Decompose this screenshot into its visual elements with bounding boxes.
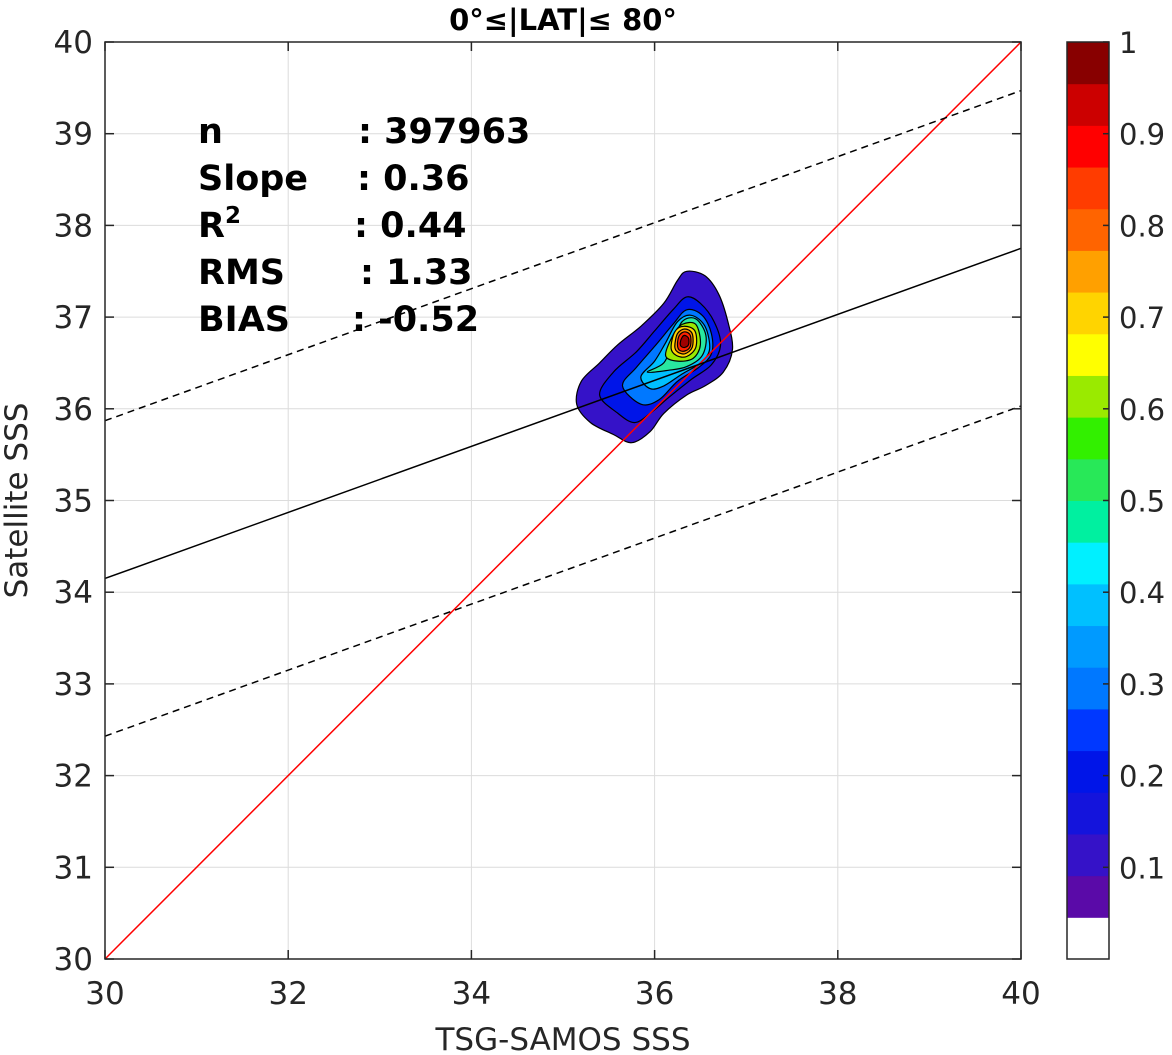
density-contour <box>679 334 690 349</box>
colorbar-swatch <box>1067 83 1109 126</box>
stat-value: : 0.44 <box>354 206 467 246</box>
x-tick-label: 36 <box>635 976 674 1012</box>
stats-annotation: n : 397963 Slope : 0.36 R2 : 0.44 RMS : 1.33 BIA… <box>198 112 530 340</box>
colorbar-swatch <box>1067 417 1109 460</box>
colorbar-swatch <box>1067 500 1109 543</box>
stat-value: : 1.33 <box>360 253 473 293</box>
x-axis-title: TSG-SAMOS SSS <box>435 1022 691 1055</box>
y-tick-label: 38 <box>54 208 93 244</box>
y-tick-label: 36 <box>54 392 93 428</box>
colorbar-swatch <box>1067 42 1109 85</box>
y-tick-label: 34 <box>54 575 93 611</box>
colorbar-tick-label: 0.3 <box>1119 668 1165 702</box>
stat-label: R2 <box>198 203 241 246</box>
colorbar: 0.1 0.2 0.3 0.4 0.5 0.6 0.7 0.8 0.9 1 <box>1066 26 1165 960</box>
colorbar-swatch <box>1067 792 1109 835</box>
x-tick-label: 40 <box>1001 976 1040 1012</box>
colorbar-tick-label: 0.5 <box>1119 485 1165 519</box>
colorbar-swatch <box>1067 917 1109 960</box>
x-tick-label: 30 <box>85 976 124 1012</box>
y-tick-label: 37 <box>54 300 93 336</box>
x-tick-label: 38 <box>818 976 857 1012</box>
colorbar-swatch <box>1067 125 1109 168</box>
y-tick-label: 35 <box>54 484 93 520</box>
stat-label: RMS <box>198 253 285 293</box>
colorbar-swatch <box>1067 625 1109 668</box>
lower-bound-line <box>105 405 1021 737</box>
stat-value: : 0.36 <box>357 159 470 199</box>
colorbar-swatch <box>1067 542 1109 585</box>
density-contours <box>575 270 734 444</box>
chart-title: 0°≤|LAT|≤ 80° <box>449 3 677 37</box>
y-tick-label: 39 <box>54 117 93 153</box>
regression-fit-line <box>105 247 1021 580</box>
colorbar-tick-label: 0.9 <box>1119 118 1165 152</box>
y-axis-title: Satellite SSS <box>0 403 35 599</box>
colorbar-swatch <box>1067 292 1109 335</box>
colorbar-tick-label: 1 <box>1119 26 1137 60</box>
axis-ticks: 30 32 34 36 38 40 30 31 32 33 34 35 36 37 38 39 40 <box>54 25 1041 1012</box>
x-tick-label: 32 <box>268 976 307 1012</box>
x-tick-label: 34 <box>452 976 491 1012</box>
colorbar-tick-label: 0.4 <box>1119 576 1165 610</box>
colorbar-swatch <box>1067 833 1109 877</box>
stat-value: : 397963 <box>358 112 530 152</box>
stat-label: BIAS <box>198 300 290 340</box>
stat-label: Slope <box>198 159 308 199</box>
stat-label: n <box>198 112 223 152</box>
colorbar-swatch <box>1067 583 1109 627</box>
colorbar-tick-label: 0.6 <box>1119 393 1165 427</box>
colorbar-swatch <box>1067 458 1109 501</box>
y-tick-label: 33 <box>54 667 93 703</box>
colorbar-swatch <box>1067 250 1109 293</box>
colorbar-swatch <box>1067 708 1109 752</box>
colorbar-swatch <box>1067 875 1109 918</box>
colorbar-tick-label: 0.7 <box>1119 301 1165 335</box>
upper-bound-line <box>105 89 1021 422</box>
colorbar-tick-label: 0.8 <box>1119 209 1165 243</box>
colorbar-swatch <box>1067 375 1109 418</box>
y-tick-label: 30 <box>54 942 93 978</box>
colorbar-swatch <box>1067 667 1109 710</box>
stat-value: : -0.52 <box>352 300 479 340</box>
colorbar-swatch <box>1067 333 1109 376</box>
y-tick-label: 32 <box>54 759 93 795</box>
y-tick-label: 31 <box>54 850 93 886</box>
colorbar-tick-label: 0.2 <box>1119 760 1165 794</box>
colorbar-swatch <box>1067 167 1109 210</box>
one-to-one-line <box>105 42 1021 959</box>
colorbar-tick-label: 0.1 <box>1119 851 1165 885</box>
reference-lines <box>105 42 1021 959</box>
colorbar-swatch <box>1067 208 1109 251</box>
y-tick-label: 40 <box>54 25 93 61</box>
colorbar-swatch <box>1067 750 1109 793</box>
